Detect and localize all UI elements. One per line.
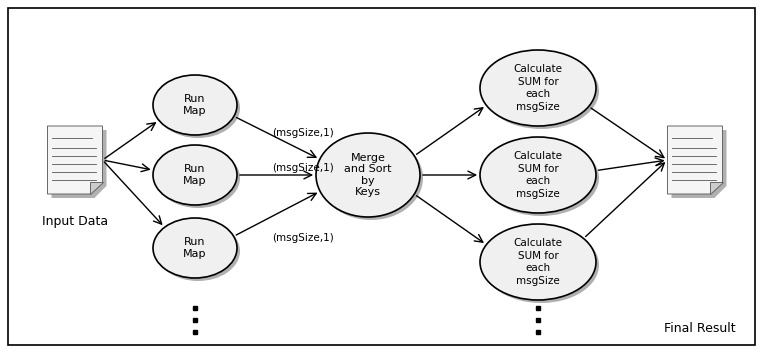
Text: Calculate
SUM for
each
msgSize: Calculate SUM for each msgSize [513, 64, 562, 112]
Ellipse shape [153, 75, 237, 135]
Text: Input Data: Input Data [42, 215, 108, 228]
Text: Run
Map: Run Map [183, 237, 207, 259]
Ellipse shape [480, 224, 596, 300]
Ellipse shape [483, 53, 599, 129]
Text: Merge
and Sort
by
Keys: Merge and Sort by Keys [344, 152, 391, 197]
Text: Run
Map: Run Map [183, 94, 207, 116]
Polygon shape [47, 126, 102, 194]
Ellipse shape [480, 50, 596, 126]
Ellipse shape [153, 218, 237, 278]
Ellipse shape [156, 78, 240, 138]
Text: Final Result: Final Result [664, 322, 736, 335]
Ellipse shape [483, 140, 599, 216]
Ellipse shape [156, 148, 240, 208]
Polygon shape [668, 126, 723, 194]
Polygon shape [90, 182, 102, 194]
Ellipse shape [316, 133, 420, 217]
Text: Run
Map: Run Map [183, 164, 207, 186]
Text: (msgSize,1): (msgSize,1) [272, 128, 333, 138]
Ellipse shape [153, 145, 237, 205]
Polygon shape [671, 130, 726, 198]
Text: (msgSize,1): (msgSize,1) [272, 233, 333, 243]
Ellipse shape [480, 137, 596, 213]
Ellipse shape [319, 136, 423, 220]
Polygon shape [710, 182, 723, 194]
Polygon shape [51, 130, 107, 198]
Ellipse shape [483, 227, 599, 303]
Ellipse shape [156, 221, 240, 281]
Text: Calculate
SUM for
each
msgSize: Calculate SUM for each msgSize [513, 151, 562, 199]
Text: Calculate
SUM for
each
msgSize: Calculate SUM for each msgSize [513, 238, 562, 286]
Text: (msgSize,1): (msgSize,1) [272, 163, 333, 173]
